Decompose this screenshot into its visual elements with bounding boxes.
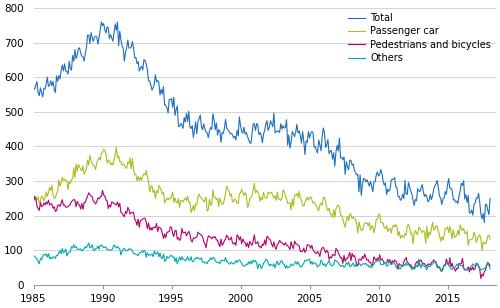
Total xyxy=(171,95,177,99)
Pedestrians and bicycles xyxy=(30,199,36,203)
Pedestrians and bicycles xyxy=(388,263,394,266)
Others xyxy=(86,241,91,245)
Others xyxy=(271,262,277,265)
Others xyxy=(296,263,302,266)
Passenger car xyxy=(171,201,177,204)
Pedestrians and bicycles xyxy=(284,244,290,248)
Line: Pedestrians and bicycles: Pedestrians and bicycles xyxy=(34,190,490,278)
Total xyxy=(98,20,104,24)
Total xyxy=(271,111,277,115)
Pedestrians and bicycles xyxy=(252,233,258,237)
Pedestrians and bicycles xyxy=(271,240,277,244)
Others xyxy=(284,266,290,270)
Others xyxy=(388,262,394,266)
Legend: Total, Passenger car, Pedestrians and bicycles, Others: Total, Passenger car, Pedestrians and bi… xyxy=(348,13,491,63)
Line: Total: Total xyxy=(34,22,490,222)
Pedestrians and bicycles xyxy=(487,264,493,268)
Passenger car xyxy=(284,202,290,205)
Total xyxy=(482,221,488,224)
Others xyxy=(487,267,493,270)
Passenger car xyxy=(388,231,394,235)
Total xyxy=(296,129,302,133)
Total xyxy=(487,196,493,200)
Passenger car xyxy=(114,145,119,149)
Others xyxy=(252,260,258,264)
Passenger car xyxy=(252,181,258,185)
Pedestrians and bicycles xyxy=(296,244,302,248)
Pedestrians and bicycles xyxy=(478,277,484,280)
Total xyxy=(30,86,36,90)
Total xyxy=(284,144,290,147)
Pedestrians and bicycles xyxy=(100,188,105,192)
Others xyxy=(30,254,36,258)
Line: Passenger car: Passenger car xyxy=(34,147,490,250)
Passenger car xyxy=(479,248,485,252)
Others xyxy=(439,270,445,274)
Passenger car xyxy=(30,196,36,199)
Total xyxy=(252,122,258,126)
Total xyxy=(388,178,394,182)
Passenger car xyxy=(487,237,493,241)
Pedestrians and bicycles xyxy=(171,235,177,238)
Passenger car xyxy=(296,190,302,193)
Others xyxy=(171,255,177,259)
Passenger car xyxy=(271,196,277,200)
Line: Others: Others xyxy=(34,243,490,272)
